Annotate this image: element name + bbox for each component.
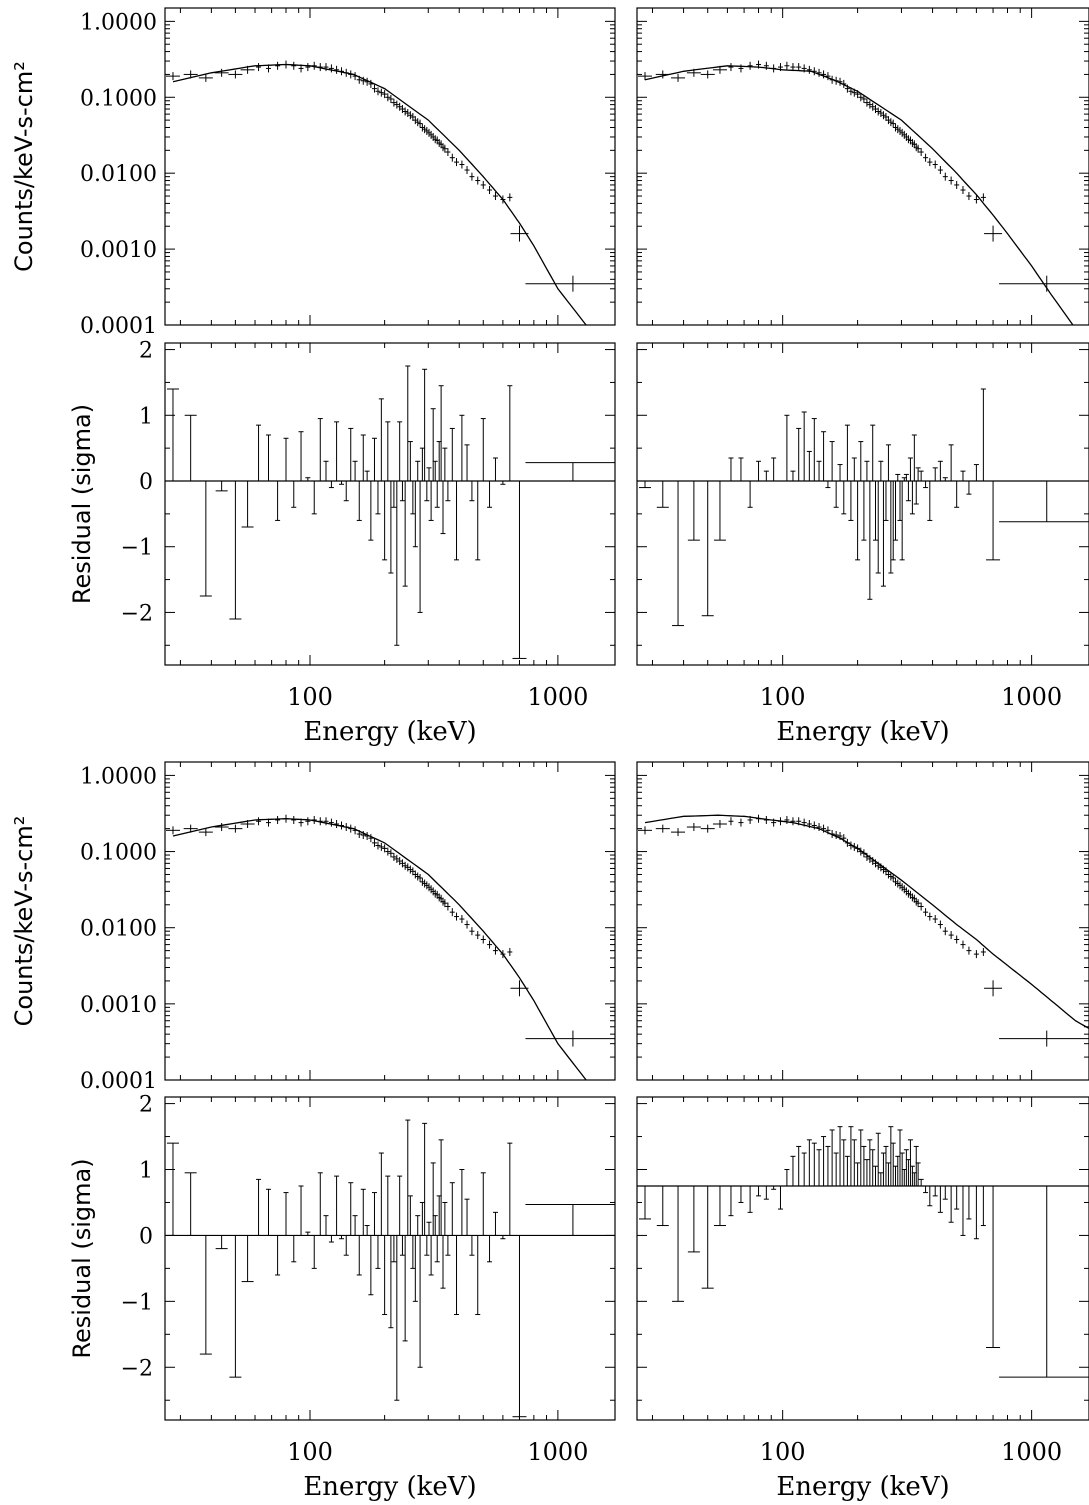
lower-plot-frame bbox=[636, 342, 1089, 666]
upper-plot-frame bbox=[164, 761, 616, 1081]
chart-panel-top-right: 100 1000 Energy (keV) bbox=[636, 7, 1089, 747]
lower-y-tick-label: 2 bbox=[139, 1093, 153, 1118]
lower-plot-frame bbox=[164, 342, 616, 666]
x-tick-label: 1000 bbox=[527, 1438, 588, 1466]
model-curve bbox=[644, 65, 1074, 325]
model-curve bbox=[172, 63, 587, 325]
upper-y-tick-label: 0.0010 bbox=[80, 993, 157, 1018]
x-tick-label: 100 bbox=[287, 1438, 333, 1466]
upper-plot-frame bbox=[164, 7, 616, 326]
lower-y-axis-label: Residual (sigma) bbox=[68, 404, 96, 604]
x-axis-label: Energy (keV) bbox=[776, 717, 949, 747]
upper-y-tick-label: 1.0000 bbox=[80, 764, 157, 789]
lower-y-tick-label: −1 bbox=[121, 1290, 153, 1315]
x-tick-label: 100 bbox=[760, 1438, 806, 1466]
upper-y-tick-label: 1.0000 bbox=[80, 10, 157, 35]
upper-plot-frame bbox=[636, 7, 1089, 326]
lower-y-tick-label: −1 bbox=[121, 536, 153, 561]
upper-y-axis-label: Counts/keV-s-cm² bbox=[10, 61, 38, 272]
x-tick-label: 100 bbox=[760, 683, 806, 711]
lower-plot-frame bbox=[164, 1096, 616, 1421]
lower-y-axis-label: Residual (sigma) bbox=[68, 1158, 96, 1358]
lower-y-tick-label: 1 bbox=[139, 404, 153, 429]
x-axis-label: Energy (keV) bbox=[776, 1472, 949, 1502]
upper-y-tick-label: 0.1000 bbox=[80, 841, 157, 866]
x-tick-label: 1000 bbox=[1001, 1438, 1062, 1466]
lower-y-tick-label: 1 bbox=[139, 1159, 153, 1184]
model-curve bbox=[172, 818, 587, 1080]
chart-panel-top-left: 1.0000 0.1000 0.0100 0.0010 0.0001 Counts/keV… bbox=[10, 7, 616, 747]
upper-y-tick-label: 0.0001 bbox=[80, 314, 157, 339]
lower-y-tick-label: −2 bbox=[121, 601, 153, 626]
upper-y-axis-label: Counts/keV-s-cm² bbox=[10, 816, 38, 1027]
upper-plot-frame bbox=[636, 761, 1089, 1081]
lower-plot-frame bbox=[636, 1096, 1089, 1421]
lower-y-tick-label: −2 bbox=[121, 1356, 153, 1381]
lower-y-tick-label: 0 bbox=[139, 470, 153, 495]
upper-y-tick-label: 0.0100 bbox=[80, 917, 157, 942]
upper-y-tick-label: 0.0100 bbox=[80, 162, 157, 187]
lower-y-tick-label: 0 bbox=[139, 1224, 153, 1249]
x-tick-label: 1000 bbox=[527, 683, 588, 711]
upper-y-tick-label: 0.1000 bbox=[80, 86, 157, 111]
x-tick-label: 1000 bbox=[1001, 683, 1062, 711]
upper-y-tick-label: 0.0001 bbox=[80, 1069, 157, 1094]
x-tick-label: 100 bbox=[287, 683, 333, 711]
lower-y-tick-label: 2 bbox=[139, 339, 153, 364]
x-axis-label: Energy (keV) bbox=[303, 1472, 476, 1502]
upper-y-tick-label: 0.0010 bbox=[80, 238, 157, 263]
chart-panel-bottom-left: 1.0000 0.1000 0.0100 0.0010 0.0001 Counts/keV… bbox=[10, 761, 616, 1502]
x-axis-label: Energy (keV) bbox=[303, 717, 476, 747]
model-curve bbox=[644, 814, 1089, 1030]
chart-panel-bottom-right: 100 1000 Energy (keV) bbox=[636, 761, 1089, 1502]
